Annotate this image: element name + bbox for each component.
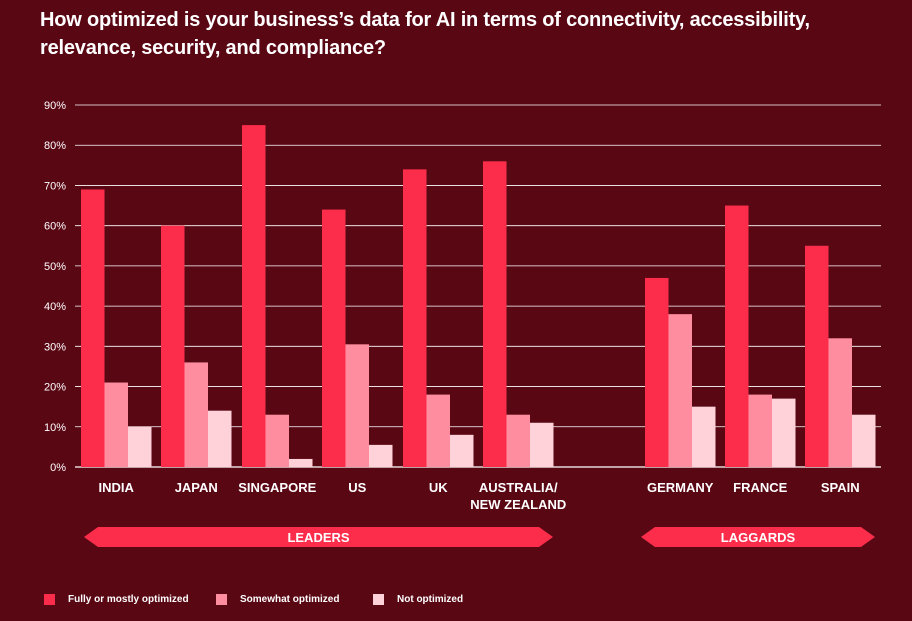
x-category-label: US bbox=[348, 480, 366, 495]
x-category-label: INDIA bbox=[99, 480, 135, 495]
bar-not bbox=[369, 444, 393, 467]
x-category-label: SINGAPORE bbox=[238, 480, 316, 495]
y-tick-label: 90% bbox=[44, 100, 66, 112]
bar-fully bbox=[161, 225, 185, 467]
bar-somewhat bbox=[426, 394, 450, 467]
bar-fully bbox=[242, 125, 266, 467]
bar-fully bbox=[805, 245, 829, 467]
bar-not bbox=[128, 426, 152, 467]
x-category-label: FRANCE bbox=[733, 480, 787, 495]
legend-swatch-somewhat bbox=[216, 593, 227, 605]
y-tick-label: 40% bbox=[44, 301, 66, 313]
bars bbox=[81, 125, 876, 468]
chart-title: How optimized is your business’s data fo… bbox=[40, 9, 810, 59]
legend-label-fully: Fully or mostly optimized bbox=[68, 593, 189, 605]
legend-item-not: Not optimized bbox=[373, 591, 463, 607]
x-category-label: AUSTRALIA/ bbox=[479, 480, 558, 495]
bar-fully bbox=[403, 169, 427, 467]
bar-not bbox=[852, 414, 876, 467]
y-axis-tick-labels: 0% 10% 20% 30% 40% 50% 60% 70% 80% 90% bbox=[44, 100, 66, 474]
x-category-label: NEW ZEALAND bbox=[470, 497, 566, 512]
legend-swatch-not bbox=[373, 593, 384, 605]
bar-not bbox=[692, 406, 716, 467]
bar-fully bbox=[81, 189, 105, 467]
group-banner-leaders bbox=[84, 527, 553, 547]
y-tick-label: 70% bbox=[44, 180, 66, 192]
x-category-label: JAPAN bbox=[175, 480, 218, 495]
bar-fully bbox=[725, 205, 749, 468]
bar-not bbox=[450, 434, 474, 467]
y-tick-label: 20% bbox=[44, 382, 66, 394]
bar-somewhat bbox=[345, 344, 369, 467]
y-tick-label: 60% bbox=[44, 221, 66, 233]
group-banner-laggards bbox=[641, 527, 875, 547]
y-tick-label: 30% bbox=[44, 341, 66, 353]
bar-not bbox=[289, 458, 313, 467]
bar-somewhat bbox=[828, 338, 852, 467]
bar-not bbox=[208, 410, 232, 467]
y-tick-label: 10% bbox=[44, 422, 66, 434]
y-tick-label: 0% bbox=[50, 462, 66, 474]
x-axis-category-labels: INDIA JAPAN SINGAPORE US UK AUSTRALIA/NEW ZEA… bbox=[99, 480, 860, 512]
x-category-label: GERMANY bbox=[647, 480, 714, 495]
bar-somewhat bbox=[104, 382, 128, 467]
bar-fully bbox=[645, 277, 669, 467]
group-label: LEADERS bbox=[287, 530, 349, 545]
bar-fully bbox=[322, 209, 346, 468]
bar-somewhat bbox=[506, 414, 530, 467]
group-banners: LEADERS LAGGARDS bbox=[84, 527, 875, 547]
legend-item-somewhat: Somewhat optimized bbox=[216, 591, 339, 607]
bar-fully bbox=[483, 161, 507, 468]
legend-swatch-fully bbox=[44, 593, 55, 605]
x-category-label: SPAIN bbox=[821, 480, 860, 495]
y-tick-label: 50% bbox=[44, 261, 66, 273]
x-category-label: UK bbox=[429, 480, 448, 495]
bar-somewhat bbox=[265, 414, 289, 467]
bar-somewhat bbox=[184, 362, 208, 467]
y-tick-label: 80% bbox=[44, 140, 66, 152]
bar-not bbox=[530, 422, 554, 467]
legend-item-fully: Fully or mostly optimized bbox=[44, 591, 189, 607]
group-label: LAGGARDS bbox=[721, 530, 796, 545]
legend-label-somewhat: Somewhat optimized bbox=[240, 593, 340, 605]
bar-somewhat bbox=[748, 394, 772, 467]
bar-somewhat bbox=[668, 314, 692, 467]
legend-label-not: Not optimized bbox=[397, 593, 464, 605]
bar-not bbox=[772, 398, 796, 467]
